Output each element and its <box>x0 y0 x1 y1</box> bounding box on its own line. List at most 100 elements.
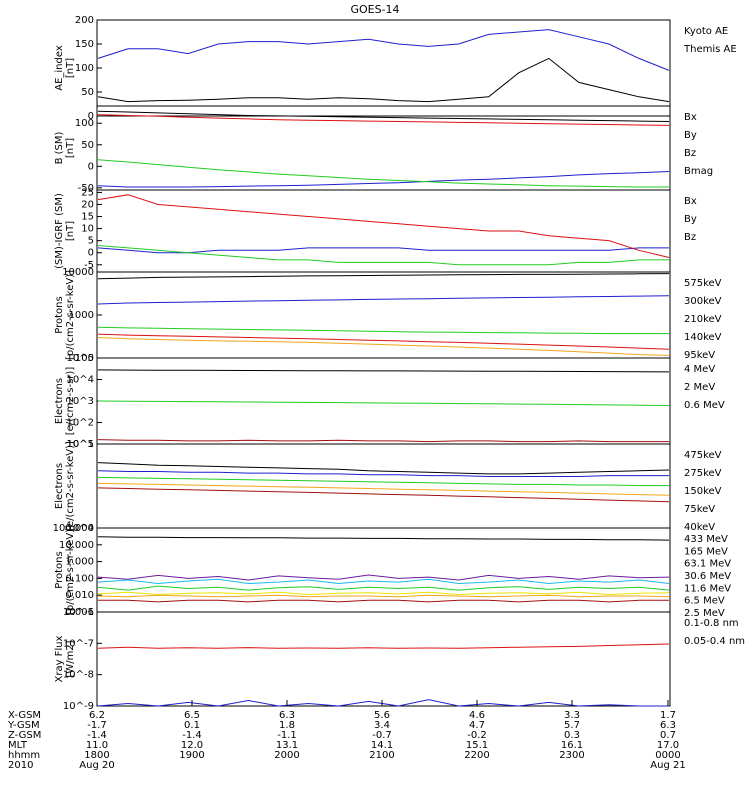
series-line <box>97 369 670 373</box>
series-line <box>97 699 669 707</box>
ytick-label: 1000 <box>69 310 94 321</box>
panel-frame <box>96 105 671 191</box>
ytick-label: 100 <box>75 353 94 364</box>
panel-2: -50 0 50 100 B (SM) [nT] Bx By Bz Bmag <box>54 105 713 194</box>
ytick-label: -50 <box>78 183 94 194</box>
ylabel-text: Electrons <box>54 378 65 424</box>
ylabel-text: [nT] <box>65 138 76 158</box>
ylabel-text: [e/(cm2-s-sr)] <box>65 367 76 436</box>
ylabel-text: (SM)-IGRF (SM) <box>54 193 65 269</box>
legend-entry: Bmag <box>684 166 713 177</box>
x-row-value: -0.2 <box>467 730 487 741</box>
ytick-label: 10^5 <box>67 353 94 364</box>
ytick-label: 0.010 <box>65 590 94 601</box>
ytick-label: 10^5 <box>67 439 94 450</box>
chart-title: GOES-14 <box>350 3 399 16</box>
date-label: 2010 <box>8 760 33 771</box>
series-line <box>97 462 670 475</box>
series-line <box>97 273 670 280</box>
x-row-label: hhmm <box>8 750 40 761</box>
x-row-value: 3.4 <box>374 720 390 731</box>
date-start: Aug 20 <box>79 760 114 771</box>
ytick-label: 10.000 <box>59 540 94 551</box>
panel-frame <box>96 527 671 613</box>
series-line <box>97 110 670 122</box>
legend-entry: 11.6 MeV <box>684 583 731 594</box>
series-line <box>97 326 669 335</box>
ylabel-text: Xray Flux <box>54 635 65 682</box>
ytick-label: 0.100 <box>65 573 94 584</box>
panel-frame <box>96 19 671 117</box>
ylabel-text: B (SM) <box>54 131 65 164</box>
legend-entry: 30.6 MeV <box>684 571 731 582</box>
ytick-label: 50 <box>81 140 94 151</box>
series-line <box>97 578 670 585</box>
legend-entry: 40keV <box>684 522 715 533</box>
x-row-value: -1.1 <box>277 730 297 741</box>
ytick-label: 10000 <box>62 267 94 278</box>
series-line <box>98 599 669 603</box>
series-line <box>97 114 670 126</box>
ylabel-text: Electrons <box>54 463 65 509</box>
series-line <box>97 295 670 305</box>
ytick-label: 10^3 <box>67 396 94 407</box>
ytick-label: 10^4 <box>67 375 94 386</box>
x-row-value: 0.3 <box>564 730 580 741</box>
panel-5: 10^1 10^2 10^3 10^4 10^5 Electrons [e/(cm2-s-s… <box>54 353 725 450</box>
legend-entry: Bx <box>684 196 697 207</box>
ytick-label: 0.001 <box>65 607 94 618</box>
ytick-label: 5 <box>88 236 94 247</box>
series-line <box>97 29 670 71</box>
x-row-value: -0.7 <box>372 730 392 741</box>
legend-entry: By <box>684 214 697 225</box>
ytick-label: 0 <box>88 161 94 172</box>
ytick-label: 100.000 <box>53 523 94 534</box>
legend-entry: 75keV <box>684 504 715 515</box>
x-row-value: 14.1 <box>371 740 393 751</box>
ytick-label: 15 <box>81 212 94 223</box>
x-row-value: 6.2 <box>89 710 105 721</box>
legend-entry: 2.5 MeV <box>684 608 725 619</box>
x-row-value: 2000 <box>274 750 299 761</box>
series-line <box>97 337 670 356</box>
panel-6: 10^4 10^5 Electrons [e/(cm2-s-sr-keV)] 475ke… <box>54 439 722 534</box>
ylabel-text: [nT] <box>65 58 76 78</box>
x-row-value: 5.7 <box>564 720 580 731</box>
date-end: Aug 21 <box>650 760 685 771</box>
x-row-value: 4.7 <box>469 720 485 731</box>
legend-entry: 95keV <box>684 350 715 361</box>
legend-entry: 0.05-0.4 nm <box>684 636 745 647</box>
ytick-label: 0 <box>88 248 94 259</box>
x-row-value: 3.3 <box>564 710 580 721</box>
legend-entry: 165 MeV <box>684 546 728 557</box>
series-line <box>97 333 670 350</box>
legend-entry: 140keV <box>684 332 722 343</box>
x-row-value: 17.0 <box>657 740 679 751</box>
ylabel-text: [W/m2] <box>65 640 76 677</box>
ytick-label: 10^2 <box>67 418 94 429</box>
ylabel-text: [p/(cm2-s-sr-keV)] <box>65 270 76 360</box>
legend-entry: 575keV <box>684 278 722 289</box>
x-row-value: 0.1 <box>184 720 200 731</box>
legend-entry: 0.1-0.8 nm <box>684 618 739 629</box>
series-line <box>97 536 670 541</box>
legend-entry: 275keV <box>684 468 722 479</box>
legend-entry: 475keV <box>684 450 722 461</box>
ytick-label: 50 <box>81 87 94 98</box>
x-row-label: Z-GSM <box>8 730 41 741</box>
x-row-value: 6.3 <box>279 710 295 721</box>
series-line <box>97 591 670 596</box>
ytick-label: 10^-9 <box>63 701 94 712</box>
x-row-value: 2200 <box>464 750 489 761</box>
ytick-label: 10^-6 <box>63 607 94 618</box>
series-line <box>97 585 670 591</box>
x-row-value: 13.1 <box>276 740 298 751</box>
x-row-label: MLT <box>8 740 28 751</box>
ytick-label: 200 <box>75 15 94 26</box>
ytick-label: 10^-7 <box>63 638 94 649</box>
x-row-value: 2100 <box>369 750 394 761</box>
legend-entry: 2 MeV <box>684 382 715 393</box>
